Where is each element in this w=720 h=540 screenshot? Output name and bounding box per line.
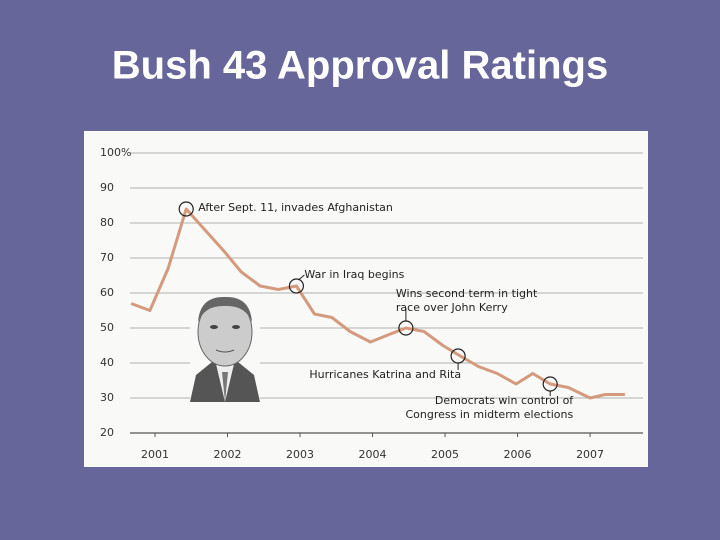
annotation-text: race over John Kerry — [396, 301, 508, 314]
y-tick-label: 30 — [100, 391, 114, 404]
y-tick-label: 50 — [100, 321, 114, 334]
y-tick-label: 100% — [100, 146, 131, 159]
annotation-text: War in Iraq begins — [304, 268, 404, 281]
x-tick-label: 2001 — [141, 448, 169, 461]
y-tick-label: 40 — [100, 356, 114, 369]
hair — [198, 296, 252, 322]
mouth — [215, 349, 235, 353]
x-tick-label: 2006 — [504, 448, 532, 461]
eye — [210, 325, 218, 329]
eye — [232, 325, 240, 329]
y-tick-label: 90 — [100, 181, 114, 194]
slide-title: Bush 43 Approval Ratings — [112, 44, 608, 88]
plot: 20 30 40 50 60 70 80 90 100% 2001 2002 2003 2004 2005… — [100, 146, 643, 461]
annotation-marker — [178, 201, 194, 217]
tie — [222, 372, 228, 402]
y-tick-label: 60 — [100, 286, 114, 299]
y-tick-label: 20 — [100, 426, 114, 439]
annotation-text: Wins second term in tight — [396, 287, 538, 300]
approval-line — [130, 207, 625, 400]
x-tick-label: 2005 — [431, 448, 459, 461]
annotation-text: Democrats win control of — [435, 394, 574, 407]
x-tick-label: 2003 — [286, 448, 314, 461]
portrait — [190, 295, 260, 403]
y-tick-label: 80 — [100, 216, 114, 229]
annotation-marker — [288, 278, 305, 294]
annotation-text: After Sept. 11, invades Afghanistan — [198, 201, 393, 214]
leader-line — [298, 274, 305, 281]
y-tick-label: 70 — [100, 251, 114, 264]
annotation-text: Congress in midterm elections — [405, 408, 573, 421]
chart-area — [84, 131, 648, 467]
x-tick-label: 2007 — [576, 448, 604, 461]
annotation-text: Hurricanes Katrina and Rita — [309, 368, 461, 381]
x-tick-label: 2002 — [214, 448, 242, 461]
x-tick-label: 2004 — [359, 448, 387, 461]
